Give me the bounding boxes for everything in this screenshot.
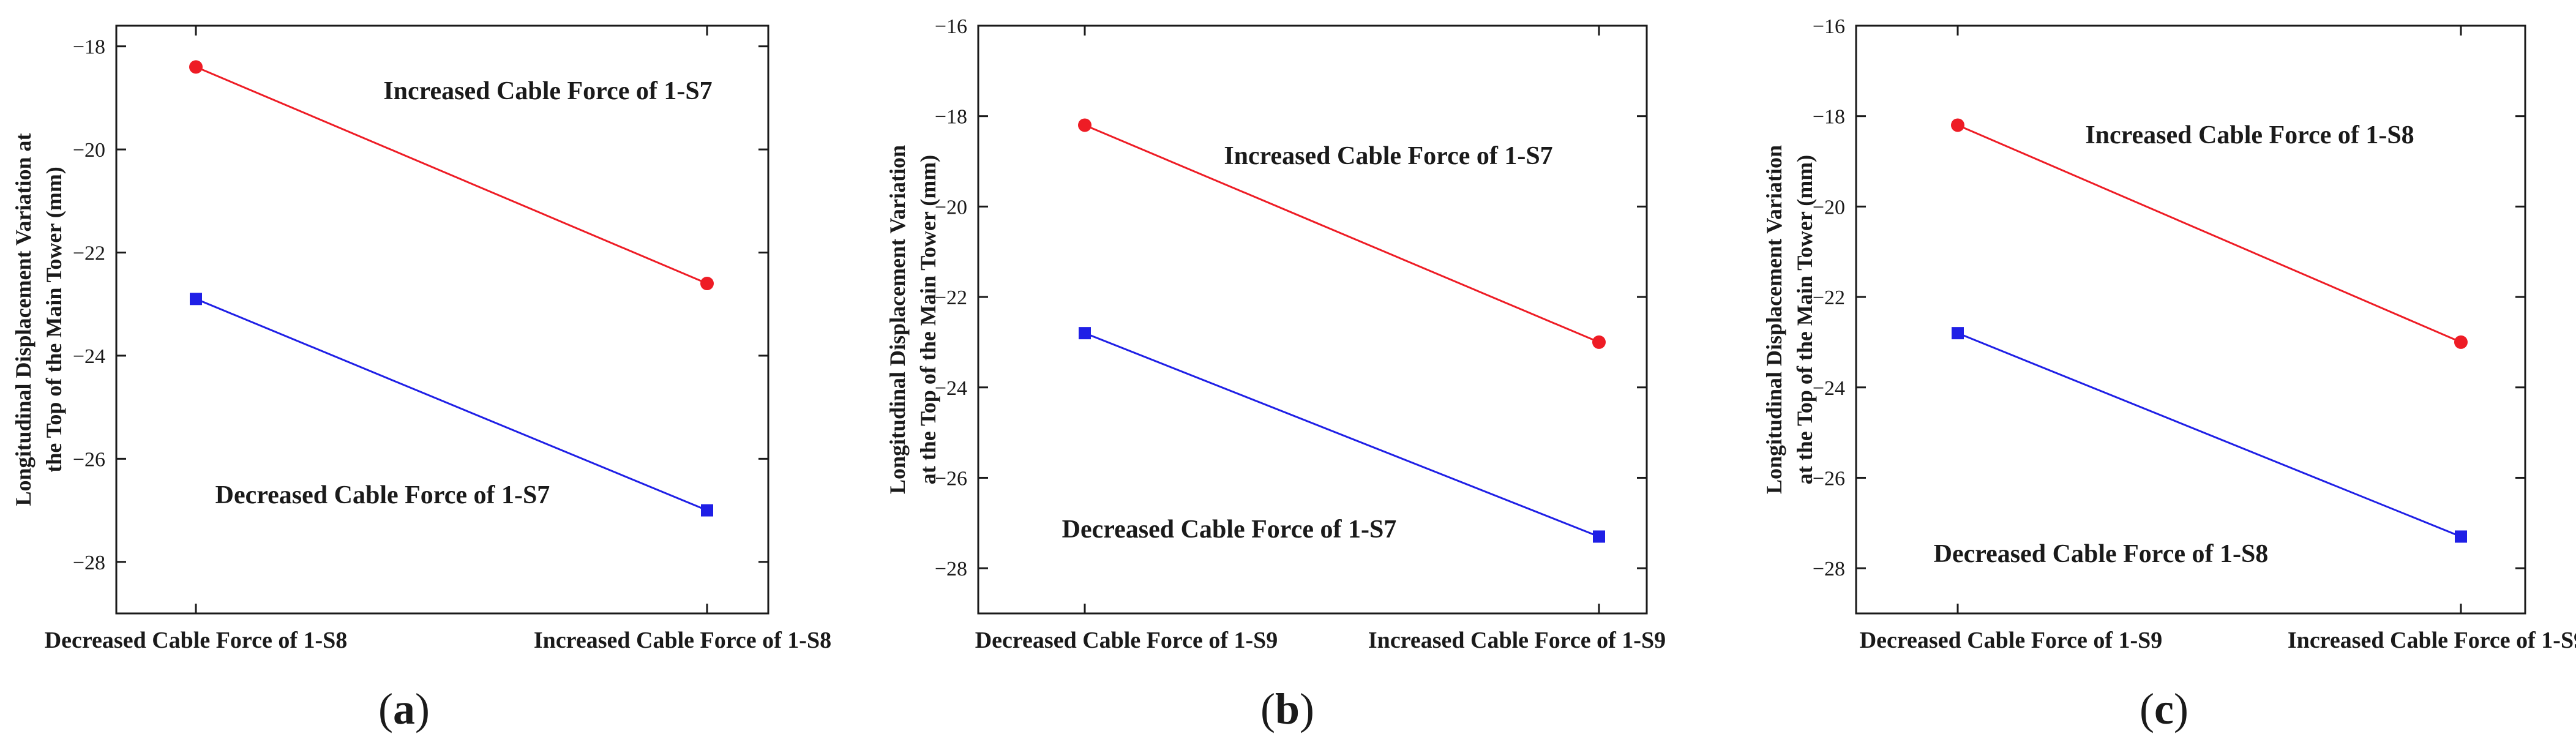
y-tick-label: −18 <box>73 36 105 59</box>
y-tick-label: −26 <box>935 467 967 490</box>
y-tick-label: −24 <box>935 377 967 400</box>
chart-panel-b: −16 −18 −20 −22 −24 −26 −28 Decreased Cable For… <box>885 15 1666 733</box>
plot-frame <box>1855 24 2526 615</box>
panel-label: (c) <box>2140 684 2188 733</box>
data-point-circle <box>1951 118 1964 132</box>
series-line-decreased <box>195 298 708 511</box>
data-point-circle <box>1592 335 1606 349</box>
y-axis-label: at the Top of the Main Tower (mm) <box>1792 155 1817 484</box>
y-tick-label: −20 <box>935 196 967 219</box>
plot-frame <box>115 24 769 615</box>
plot-frame <box>977 24 1648 615</box>
y-tick-label: −18 <box>935 106 967 129</box>
x-category-label: Decreased Cable Force of 1-S9 <box>1860 628 2163 653</box>
x-category-label: Decreased Cable Force of 1-S8 <box>45 628 348 653</box>
data-point-square <box>2455 530 2467 543</box>
data-point-square <box>1079 327 1091 340</box>
series-line-increased <box>1084 124 1600 343</box>
y-axis-label: at the Top of the Main Tower (mm) <box>916 155 940 484</box>
data-point-circle <box>189 60 203 74</box>
x-category-label: Increased Cable Force of 1-S8 <box>534 628 831 653</box>
y-axis-label: Longitudinal Displacement Variation <box>1762 145 1786 494</box>
x-category-label: Increased Cable Force of 1-S9 <box>1368 628 1666 653</box>
data-point-circle <box>2454 335 2468 349</box>
series-annotation: Decreased Cable Force of 1-S7 <box>215 481 550 509</box>
y-tick-label: −24 <box>73 345 105 368</box>
y-tick-label: −18 <box>1813 106 1845 129</box>
series-annotation: Increased Cable Force of 1-S8 <box>2085 121 2414 149</box>
data-point-square <box>1952 327 1964 340</box>
data-point-circle <box>1078 118 1091 132</box>
y-tick-label: −28 <box>73 552 105 574</box>
series-annotation: Decreased Cable Force of 1-S7 <box>1062 515 1397 544</box>
y-tick-label: −26 <box>1813 467 1845 490</box>
series-annotation: Decreased Cable Force of 1-S8 <box>1934 540 2269 568</box>
panel-label: (a) <box>378 684 430 733</box>
x-category-label: Decreased Cable Force of 1-S9 <box>975 628 1278 653</box>
data-point-square <box>190 293 202 305</box>
y-tick-label: −22 <box>935 287 967 309</box>
y-tick-label: −28 <box>935 558 967 580</box>
data-point-square <box>701 504 713 517</box>
data-point-circle <box>700 277 714 291</box>
series-line-decreased <box>1957 332 2462 538</box>
y-axis-label: Longitudinal Displacement Variation at <box>11 133 36 506</box>
x-category-label: Increased Cable Force of 1-S9 <box>2288 628 2576 653</box>
y-tick-label: −26 <box>73 448 105 471</box>
y-tick-label: −22 <box>1813 287 1845 309</box>
y-axis-label: the Top of the Main Tower (mm) <box>42 167 66 472</box>
series-line-increased <box>1957 124 2462 343</box>
chart-panel-c: −16 −18 −20 −22 −24 −26 −28 Decreased Cable For… <box>1762 15 2576 733</box>
series-line-decreased <box>1084 332 1600 538</box>
y-axis-label: Longitudinal Displacement Variation <box>885 145 910 494</box>
y-tick-label: −22 <box>73 242 105 265</box>
y-tick-label: −28 <box>1813 558 1845 580</box>
chart-panel-a: −18 −20 −22 −24 −26 −28 Decreased Cable Force … <box>11 24 831 733</box>
series-annotation: Increased Cable Force of 1-S7 <box>1224 142 1552 170</box>
data-point-square <box>1593 530 1605 543</box>
panel-label: (b) <box>1260 684 1314 733</box>
y-tick-label: −16 <box>1813 15 1845 38</box>
y-tick-label: −16 <box>935 15 967 38</box>
series-annotation: Increased Cable Force of 1-S7 <box>383 77 712 105</box>
y-tick-label: −20 <box>73 139 105 162</box>
series-line-increased <box>195 66 708 285</box>
y-tick-label: −24 <box>1813 377 1845 400</box>
y-tick-label: −20 <box>1813 196 1845 219</box>
